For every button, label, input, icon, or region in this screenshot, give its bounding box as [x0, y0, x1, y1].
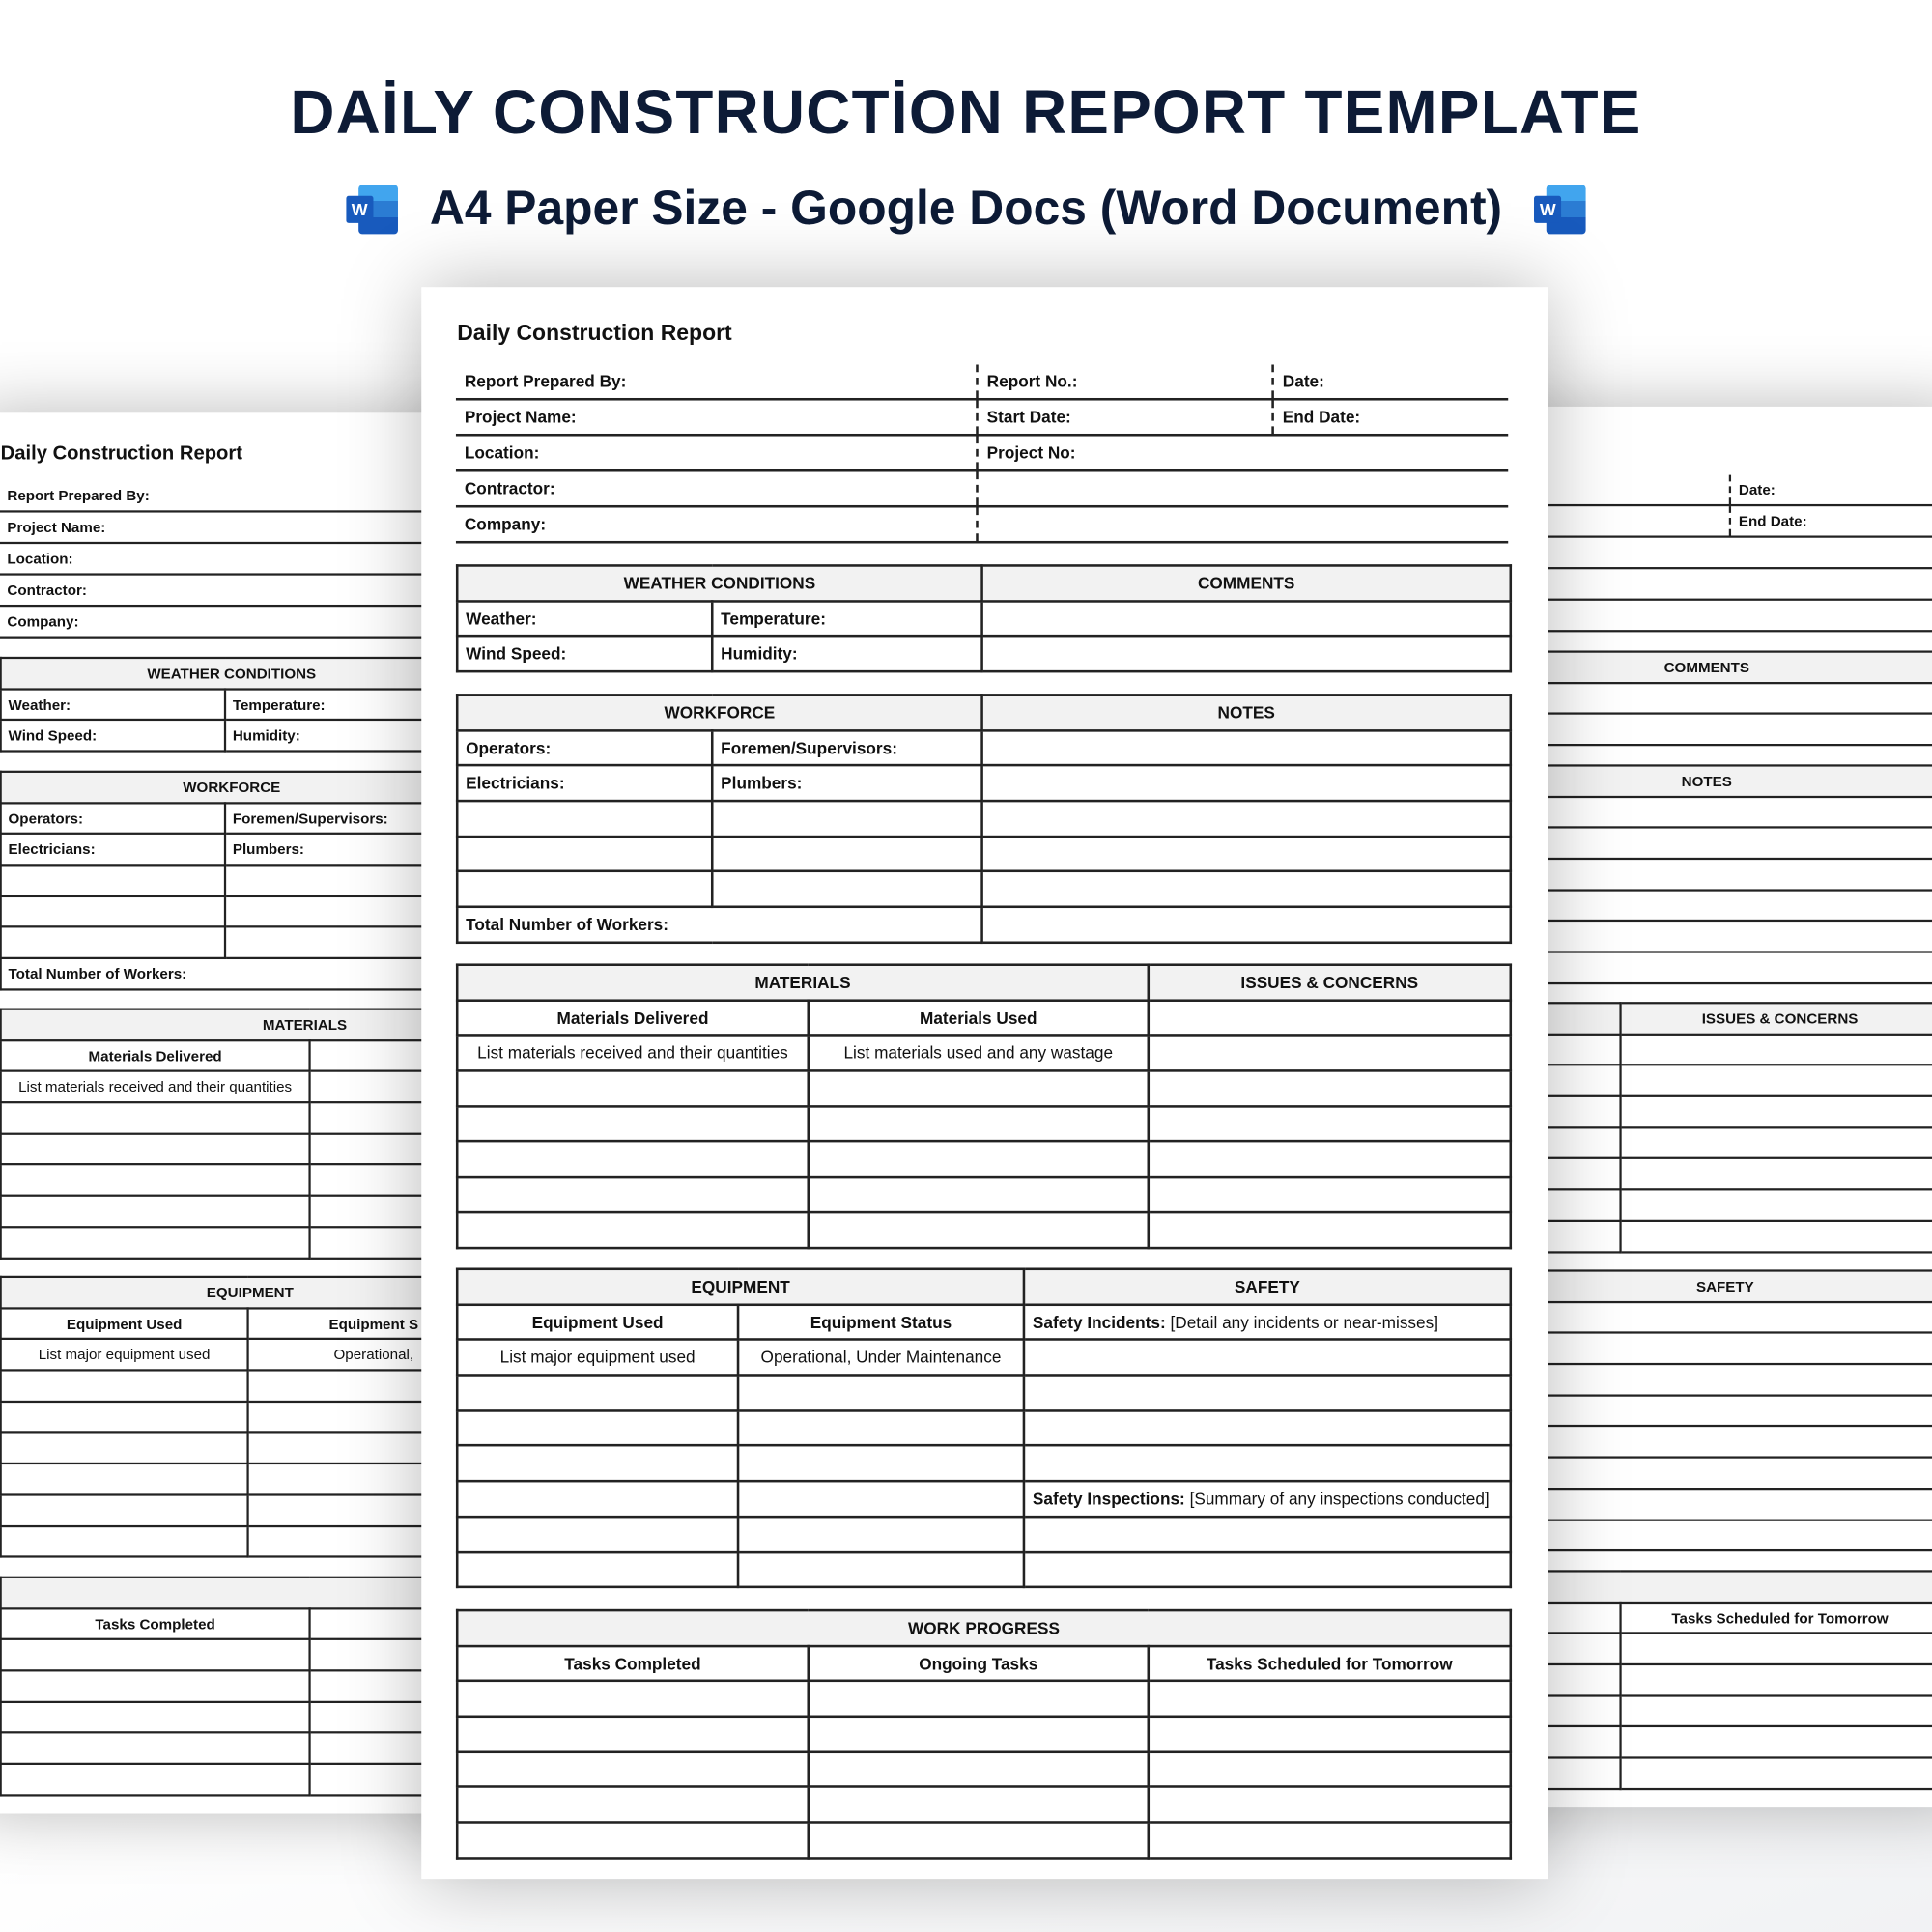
operators-label: Operators: — [0, 801, 227, 836]
ongoing-tasks-header: Ongoing Tasks — [807, 1644, 1151, 1683]
materials-used-hint: List materials used and any wastage — [807, 1034, 1151, 1072]
safety-inspections — [1510, 1456, 1932, 1491]
equipment-used-header: Equipment Used — [455, 1303, 740, 1342]
start-date-field — [1471, 506, 1732, 536]
end-date-field: End Date: — [1282, 408, 1361, 427]
safety-inspections: Safety Inspections: [Summary of any insp… — [1022, 1480, 1513, 1519]
comments-header: COMMENTS — [1472, 650, 1932, 684]
electricians-label: Electricians: — [0, 833, 227, 867]
tasks-tomorrow-header: Tasks Scheduled for Tomorrow — [1619, 1601, 1932, 1634]
microsoft-word-icon: W — [346, 185, 398, 235]
safety-header: SAFETY — [1022, 1267, 1513, 1306]
materials-delivered-hint: List materials received and their quanti… — [455, 1034, 810, 1072]
issues-header: ISSUES & CONCERNS — [1619, 1002, 1932, 1036]
location-field: Location: — [456, 436, 979, 469]
date-field: Date: — [1282, 372, 1324, 391]
materials-delivered-header: Materials Delivered — [0, 1038, 311, 1073]
hero-title: DAİLY CONSTRUCTİON REPORT TEMPLATE — [290, 77, 1642, 147]
materials-header: MATERIALS — [455, 963, 1151, 1002]
tasks-completed-header: Tasks Completed — [0, 1606, 311, 1641]
electricians-label: Electricians: — [455, 764, 714, 803]
report-no-field: Report No.: — [979, 364, 1274, 398]
safety-incidents: Safety Incidents: [Detail any incidents … — [1022, 1303, 1513, 1342]
weather-table: WEATHER CONDITIONS COMMENTS Weather: Tempe… — [455, 564, 1513, 673]
contractor-field: Contractor: — [456, 471, 979, 505]
safety-incidents — [1510, 1300, 1932, 1335]
doc-title: Daily Construction Report — [457, 320, 732, 346]
company-field: Company: — [0, 607, 460, 637]
work-progress-header: WORK PROGRESS — [455, 1608, 1513, 1647]
materials-table: MATERIALS ISSUES & CONCERNS Materials Del… — [455, 963, 1513, 1249]
start-date-field: Start Date: — [979, 400, 1274, 434]
issues-header: ISSUES & CONCERNS — [1147, 963, 1513, 1002]
equipment-status-header: Equipment Status — [736, 1303, 1026, 1342]
report-info-section: Report Prepared By: Report No.: Date: Proj… — [455, 364, 1509, 544]
location-field: Location: — [0, 544, 460, 574]
tasks-tomorrow-header: Tasks Scheduled for Tomorrow — [1147, 1644, 1513, 1683]
safety-inspections-label: Safety Inspections: — [1032, 1490, 1185, 1509]
weather-header: WEATHER CONDITIONS — [455, 564, 983, 603]
weather-label: Weather: — [0, 688, 227, 722]
comments-header: COMMENTS — [980, 564, 1513, 603]
workforce-header: WORKFORCE — [455, 694, 983, 732]
report-no-field — [1471, 474, 1732, 504]
date-field: Date: — [1738, 481, 1776, 498]
safety-incidents-hint: [Detail any incidents or near-misses] — [1165, 1313, 1439, 1332]
microsoft-word-icon: W — [1534, 185, 1586, 235]
equipment-used-header: Equipment Used — [0, 1306, 249, 1341]
project-no-field: Project No: — [986, 443, 1076, 463]
notes-header: NOTES — [980, 694, 1513, 732]
weather-header: WEATHER CONDITIONS — [0, 656, 464, 691]
temperature-label: Temperature: — [710, 599, 983, 638]
company-field: Company: — [456, 507, 979, 541]
equipment-used-hint: List major equipment used — [455, 1338, 740, 1377]
equipment-header: EQUIPMENT — [455, 1267, 1026, 1306]
prepared-by-field: Report Prepared By: — [456, 364, 979, 398]
materials-used-header: Materials Used — [807, 999, 1151, 1037]
end-date-field: End Date: — [1738, 512, 1807, 529]
doc-title: Daily Construction Report — [0, 441, 242, 465]
tasks-completed-header: Tasks Completed — [455, 1644, 810, 1683]
workforce-table: WORKFORCE NOTES Operators: Foremen/Supervi… — [455, 694, 1513, 944]
safety-inspections-hint: [Summary of any inspections conducted] — [1184, 1490, 1490, 1509]
foremen-label: Foremen/Supervisors: — [710, 728, 983, 767]
wind-speed-label: Wind Speed: — [0, 719, 227, 753]
safety-incidents-label: Safety Incidents: — [1032, 1313, 1166, 1332]
plumbers-label: Plumbers: — [710, 764, 983, 803]
equipment-status-hint: Operational, Under Maintenance — [736, 1338, 1026, 1377]
operators-label: Operators: — [455, 728, 714, 767]
materials-delivered-hint: List materials received and their quanti… — [0, 1069, 311, 1104]
humidity-label: Humidity: — [710, 635, 983, 673]
project-name-field: Project Name: — [456, 400, 979, 434]
safety-header: SAFETY — [1510, 1269, 1932, 1303]
materials-delivered-header: Materials Delivered — [455, 999, 810, 1037]
hero-subtitle-row: W A4 Paper Size - Google Docs (Word Docu… — [0, 183, 1932, 237]
notes-header: NOTES — [1472, 764, 1932, 798]
work-progress-table: WORK PROGRESS Tasks Completed Ongoing Tas… — [455, 1608, 1513, 1860]
project-name-field: Project Name: — [0, 512, 460, 542]
total-workers-label: Total Number of Workers: — [0, 956, 464, 991]
total-workers-label: Total Number of Workers: — [455, 905, 983, 944]
equipment-table: EQUIPMENT SAFETY Equipment Used Equipment … — [455, 1267, 1513, 1589]
hero-subtitle: A4 Paper Size - Google Docs (Word Docume… — [429, 182, 1503, 236]
contractor-field: Contractor: — [0, 575, 460, 605]
wind-speed-label: Wind Speed: — [455, 635, 714, 673]
report-page: Daily Construction Report Report Prepare… — [421, 287, 1548, 1880]
equipment-used-hint: List major equipment used — [0, 1338, 249, 1372]
equipment-header: EQUIPMENT — [0, 1275, 501, 1310]
workforce-header: WORKFORCE — [0, 770, 464, 805]
prepared-by-field: Report Prepared By: — [0, 481, 460, 511]
weather-label: Weather: — [455, 599, 714, 638]
